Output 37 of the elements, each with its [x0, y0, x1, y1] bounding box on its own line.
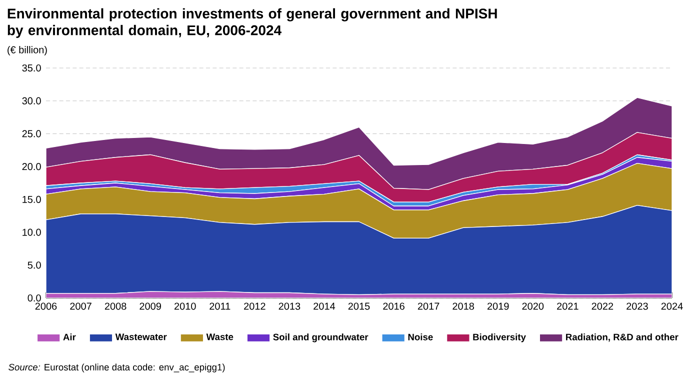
legend-label: Air — [63, 333, 76, 340]
x-tick-label: 2016 — [383, 302, 404, 310]
chart-title: Environmental protection investments of general government and NPISH by environmental domain, EU, 2006-2024 — [8, 8, 497, 38]
y-tick-label: 0.0 — [28, 294, 41, 302]
legend-label: Radiation, R&D and other — [566, 333, 678, 342]
legend-label: Biodiversity — [473, 333, 526, 342]
y-axis-title: (€ billion) — [8, 46, 47, 56]
legend-label: Soil and groundwater — [273, 333, 368, 342]
x-tick-label: 2017 — [418, 302, 440, 310]
legend-label: Noise — [408, 333, 433, 340]
x-tick-label: 2008 — [104, 302, 126, 310]
x-tick-label: 2013 — [278, 302, 300, 310]
x-tick-label: 2019 — [487, 302, 509, 310]
y-tick-label: 35.0 — [22, 64, 41, 72]
y-tick-label: 10.0 — [22, 228, 41, 236]
y-tick-label: 15.0 — [22, 196, 41, 203]
x-tick-label: 2010 — [174, 302, 196, 310]
x-tick-label: 2018 — [452, 302, 474, 310]
x-tick-label: 2006 — [35, 302, 57, 310]
y-tick-label: 20.0 — [22, 163, 41, 170]
x-tick-label: 2015 — [348, 302, 370, 310]
y-tick-label: 5.0 — [28, 262, 41, 269]
y-tick-label: 25.0 — [22, 130, 41, 138]
x-tick-label: 2014 — [314, 302, 336, 310]
x-tick-label: 2020 — [522, 302, 544, 310]
x-tick-label: 2012 — [244, 302, 266, 310]
legend-label: Wastewater — [115, 334, 167, 340]
x-tick-label: 2021 — [557, 302, 578, 310]
x-tick-label: 2011 — [210, 302, 230, 310]
legend-label: Waste — [206, 334, 234, 340]
x-tick-label: 2024 — [661, 302, 683, 310]
y-tick-label: 30.0 — [22, 97, 41, 104]
x-tick-label: 2023 — [626, 302, 648, 310]
x-tick-label: 2007 — [70, 302, 92, 310]
x-tick-label: 2022 — [592, 302, 614, 310]
text: Source: Eurostat (online data code: env_ac_epigg1) — [8, 364, 225, 372]
x-tick-label: 2009 — [140, 302, 161, 310]
